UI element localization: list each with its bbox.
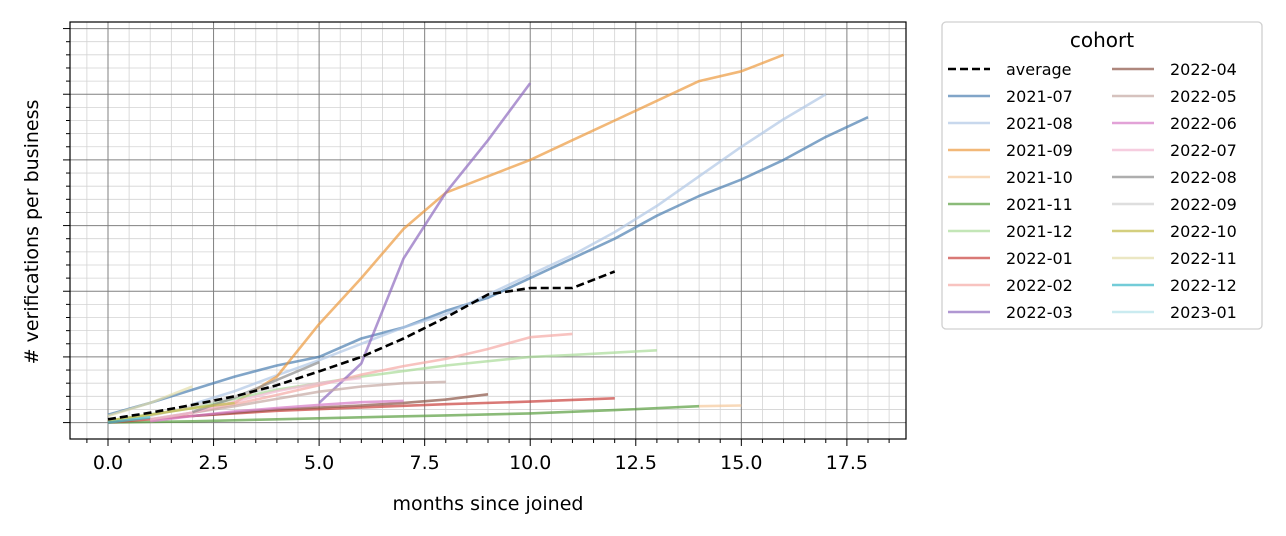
series-lines: [107, 53, 869, 424]
legend-label-2022-08: 2022-08: [1170, 168, 1237, 187]
series-line-2021-10: [699, 404, 742, 408]
legend-label-2022-04: 2022-04: [1170, 60, 1237, 79]
legend-label-2021-11: 2021-11: [1006, 195, 1073, 214]
x-tick-label: 15.0: [720, 452, 762, 474]
legend-label-2022-05: 2022-05: [1170, 87, 1237, 106]
legend-label-2022-02: 2022-02: [1006, 276, 1073, 295]
x-tick-label: 10.0: [509, 452, 551, 474]
major-grid: [70, 22, 906, 439]
series-line-2021-11: [107, 404, 700, 424]
legend-label-2022-03: 2022-03: [1006, 303, 1073, 322]
legend-frame: [941, 21, 1263, 330]
legend-label-2021-08: 2021-08: [1006, 114, 1073, 133]
series-line-2022-02: [149, 332, 573, 422]
series-line-2021-08: [192, 93, 827, 406]
series-line-2021-07: [107, 116, 869, 416]
x-tick-label: 17.5: [826, 452, 868, 474]
series-line-2021-09: [234, 53, 785, 405]
series-line-2022-12: [107, 416, 151, 424]
x-axis-label: months since joined: [393, 493, 584, 515]
axis-ticks: [63, 28, 890, 446]
series-line-2022-06: [150, 399, 404, 423]
legend-items: average 2021-07 2021-08 2021-09 2021-10 2021-…: [948, 60, 1237, 322]
legend-label-2021-12: 2021-12: [1006, 222, 1073, 241]
x-tick-label: 5.0: [304, 452, 334, 474]
legend-label-2022-10: 2022-10: [1170, 222, 1237, 241]
x-tick-label: 7.5: [410, 452, 440, 474]
legend-label-2021-10: 2021-10: [1006, 168, 1073, 187]
legend-label-2022-01: 2022-01: [1006, 249, 1073, 268]
legend-label-2021-07: 2021-07: [1006, 87, 1073, 106]
series-line-2021-12: [107, 349, 657, 422]
series-line-2022-10: [107, 401, 235, 422]
legend-title: cohort: [1070, 28, 1134, 52]
series-line-2022-07: [149, 376, 362, 421]
x-tick-label: 0.0: [93, 452, 123, 474]
legend-label-average: average: [1006, 60, 1072, 79]
legend: cohort average 2021-07 2021-08 2021-09 2021-…: [941, 21, 1263, 330]
legend-label-2023-01: 2023-01: [1170, 303, 1237, 322]
series-line-2022-11: [107, 385, 193, 418]
series-line-average: [107, 270, 616, 421]
y-axis-label: # verifications per business: [21, 100, 43, 365]
minor-grid: [70, 22, 906, 439]
legend-label-2022-09: 2022-09: [1170, 195, 1237, 214]
legend-label-2021-09: 2021-09: [1006, 141, 1073, 160]
x-tick-labels: 0.0 2.5 5.0 7.5 10.0 12.5 15.0 17.5: [93, 452, 868, 474]
legend-label-2022-06: 2022-06: [1170, 114, 1237, 133]
legend-label-2022-11: 2022-11: [1170, 249, 1237, 268]
legend-label-2022-12: 2022-12: [1170, 276, 1237, 295]
legend-label-2022-07: 2022-07: [1170, 141, 1237, 160]
x-tick-label: 2.5: [198, 452, 228, 474]
x-tick-label: 12.5: [615, 452, 657, 474]
series-line-2022-03: [318, 82, 532, 404]
